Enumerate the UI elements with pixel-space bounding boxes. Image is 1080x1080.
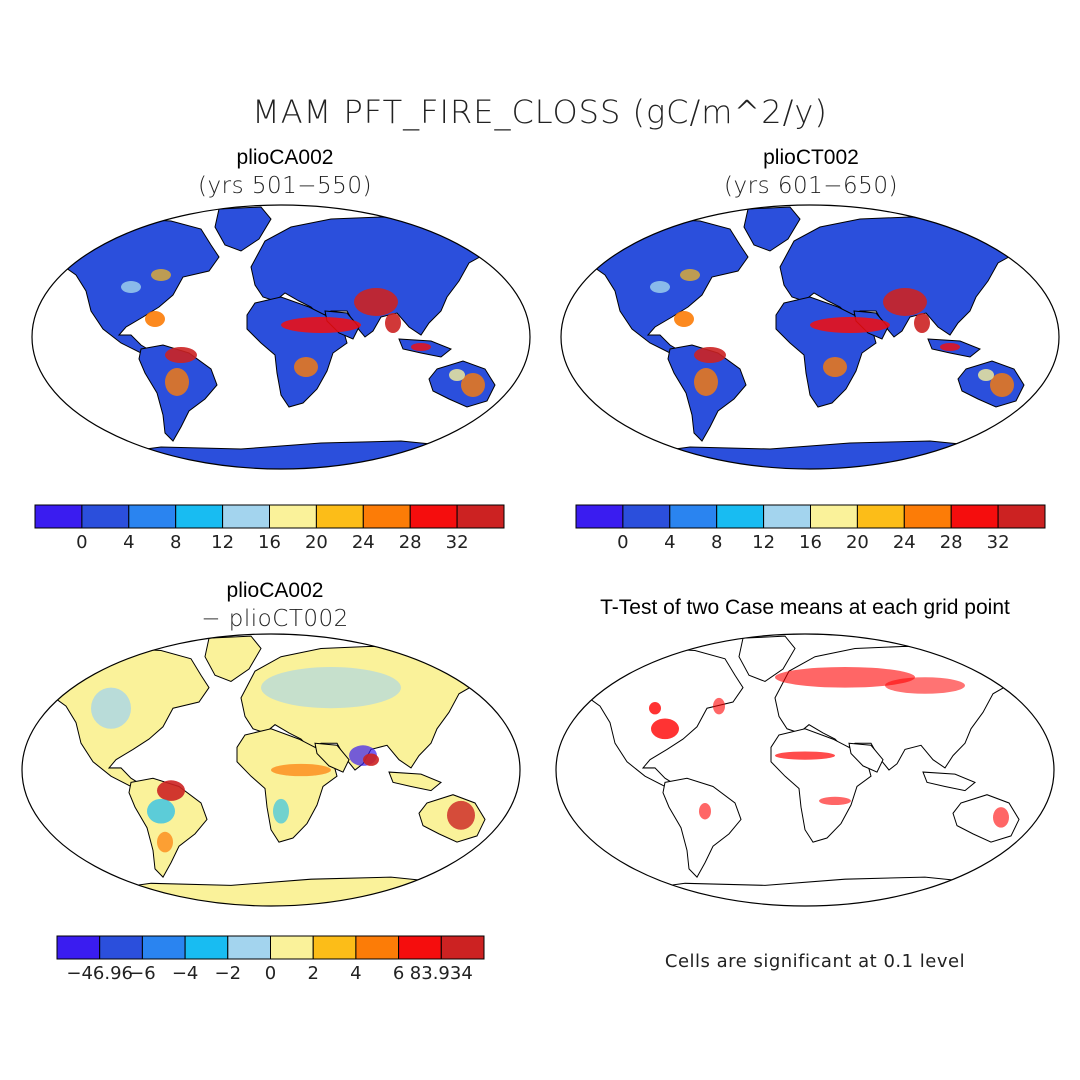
colorbar3-tick-label: 83.934 [410, 963, 473, 984]
panel1-title: plioCA002 [236, 146, 334, 169]
colorbar3-tick-label: −6 [129, 963, 156, 984]
colorbar3-swatch [355, 935, 400, 960]
colorbar3-swatch [270, 935, 314, 960]
colorbar2-tick-label: 8 [711, 532, 722, 553]
colorbar1-swatch [456, 504, 505, 529]
colorbar1-tick-label: 8 [170, 532, 181, 553]
colorbar1-swatch [222, 504, 271, 529]
map-panel-4 [568, 635, 1021, 906]
colorbar2-swatch [622, 504, 671, 529]
map-panel-1 [44, 206, 497, 469]
colorbar3-swatch [440, 935, 485, 960]
colorbar1-tick-label: 12 [211, 532, 234, 553]
colorbar3-tick-label: 6 [393, 963, 404, 984]
colorbar2-swatch [997, 504, 1046, 529]
colorbar2-swatch [763, 504, 811, 529]
colorbar3-tick-label: 4 [350, 963, 361, 984]
colorbar1-swatch [81, 504, 130, 529]
colorbar3-swatch [184, 935, 229, 960]
map-panel-2 [573, 206, 1026, 469]
colorbar1-tick-label: 0 [76, 532, 87, 553]
colorbar2-swatch [810, 504, 858, 529]
colorbar1-swatch [362, 504, 411, 529]
colorbar3-swatch [227, 935, 272, 960]
colorbar2-tick-label: 32 [987, 532, 1010, 553]
colorbar1-tick-label: 4 [123, 532, 134, 553]
colorbar1-swatch [269, 504, 317, 529]
colorbar3-tick-label: 2 [307, 963, 318, 984]
colorbar2-tick-label: 28 [940, 532, 963, 553]
colorbar2-tick-label: 0 [617, 532, 628, 553]
colorbar2-tick-label: 16 [799, 532, 822, 553]
colorbar1-tick-label: 20 [305, 532, 328, 553]
colorbar-panel-2: 0 4 8 12 16 20 24 28 32 [575, 504, 1046, 553]
panel2-title: plioCT002 [763, 146, 859, 169]
colorbar1-tick-label: 28 [399, 532, 422, 553]
colorbar2-swatch [950, 504, 999, 529]
colorbar2-tick-label: 24 [893, 532, 916, 553]
colorbar2-swatch [856, 504, 905, 529]
panel4-title: T-Test of two Case means at each grid po… [600, 596, 1010, 619]
colorbar3-tick-label: −46.96 [66, 963, 133, 984]
map-panel-3 [34, 635, 487, 906]
colorbar3-swatch [141, 935, 186, 960]
colorbar1-tick-label: 16 [258, 532, 281, 553]
colorbar2-swatch [575, 504, 624, 529]
colorbar2-swatch [716, 504, 765, 529]
colorbar2-swatch [903, 504, 952, 529]
colorbar3-swatch [99, 935, 143, 960]
colorbar3-swatch [56, 935, 101, 960]
colorbar1-swatch [409, 504, 458, 529]
panel3-title: plioCA002 [226, 579, 324, 602]
colorbar1-tick-label: 24 [352, 532, 375, 553]
colorbar3-swatch [312, 935, 357, 960]
colorbar3-tick-label: −2 [215, 963, 242, 984]
colorbar3-tick-label: 0 [265, 963, 276, 984]
significance-note: Cells are significant at 0.1 level [664, 951, 966, 972]
panel2-subtitle: (yrs 601−650) [724, 173, 898, 199]
colorbar-panel-3: −46.96−6 −4 −2 0 2 4 6 83.934 [56, 935, 485, 984]
panel3-subtitle: − plioCT002 [201, 606, 349, 632]
colorbar1-tick-label: 32 [446, 532, 469, 553]
colorbar1-swatch [175, 504, 224, 529]
colorbar3-tick-label: −4 [172, 963, 199, 984]
colorbar1-swatch [315, 504, 364, 529]
colorbar2-tick-label: 4 [664, 532, 675, 553]
colorbar2-tick-label: 20 [846, 532, 869, 553]
colorbar2-swatch [669, 504, 718, 529]
panel1-subtitle: (yrs 501−550) [198, 173, 372, 199]
figure-title: MAM PFT_FIRE_CLOSS (gC/m^2/y) [252, 93, 828, 131]
colorbar1-swatch [34, 504, 83, 529]
colorbar-panel-1: 0 4 8 12 16 20 24 28 32 [34, 504, 505, 553]
colorbar2-tick-label: 12 [752, 532, 775, 553]
colorbar1-swatch [128, 504, 177, 529]
colorbar3-swatch [398, 935, 442, 960]
